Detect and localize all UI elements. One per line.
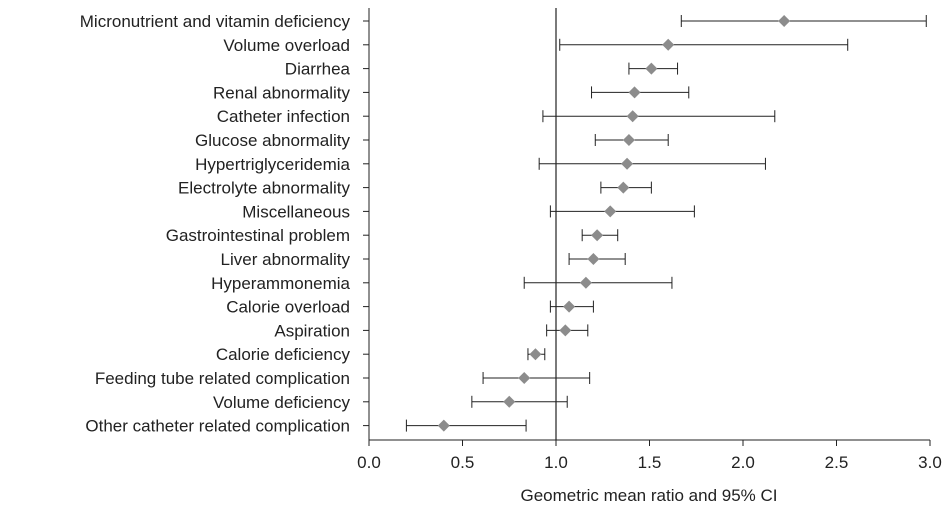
estimate-marker (645, 62, 658, 75)
row-label: Calorie deficiency (216, 345, 351, 364)
estimate-marker (591, 229, 604, 242)
estimate-marker (559, 324, 572, 337)
x-tick-label: 2.0 (731, 453, 755, 472)
estimate-marker (437, 419, 450, 432)
estimate-marker (626, 110, 639, 123)
x-axis-title: Geometric mean ratio and 95% CI (520, 486, 777, 505)
estimate-marker (662, 38, 675, 51)
row-label: Gastrointestinal problem (166, 226, 350, 245)
estimate-marker (617, 181, 630, 194)
row-label: Miscellaneous (242, 202, 350, 221)
row-label: Liver abnormality (221, 250, 351, 269)
x-tick-label: 0.0 (357, 453, 381, 472)
x-tick-label: 1.5 (638, 453, 662, 472)
x-tick-label: 3.0 (918, 453, 942, 472)
row-label: Renal abnormality (213, 83, 351, 102)
row-label: Hypertriglyceridemia (195, 155, 350, 174)
row-label: Calorie overload (226, 298, 350, 317)
row-label: Micronutrient and vitamin deficiency (80, 12, 351, 31)
estimate-marker (628, 86, 641, 99)
row-label: Aspiration (274, 321, 350, 340)
estimate-marker (604, 205, 617, 218)
x-tick-label: 2.5 (825, 453, 849, 472)
estimate-marker (518, 372, 531, 384)
row-label: Diarrhea (285, 60, 351, 79)
estimate-marker (579, 276, 592, 289)
estimate-marker (563, 300, 576, 313)
x-axis: 0.0 0.5 1.0 1.5 2.0 2.5 3.0 (357, 8, 942, 472)
row-label: Electrolyte abnormality (178, 179, 350, 198)
estimate-marker (622, 134, 635, 146)
estimate-marker (529, 348, 542, 361)
row-label: Other catheter related complication (85, 417, 350, 436)
estimate-marker (587, 253, 600, 265)
estimate-marker (621, 157, 634, 170)
row-label: Volume overload (223, 36, 350, 55)
rows-layer: Micronutrient and vitamin deficiency Volu… (80, 12, 927, 436)
row-label: Catheter infection (217, 107, 350, 126)
estimate-marker (778, 15, 791, 27)
row-label: Volume deficiency (213, 393, 351, 412)
x-tick-label: 0.5 (451, 453, 475, 472)
estimate-marker (503, 395, 516, 408)
row-label: Hyperammonemia (211, 274, 350, 293)
row-label: Feeding tube related complication (95, 369, 350, 388)
x-tick-label: 1.0 (544, 453, 568, 472)
row-label: Glucose abnormality (195, 131, 350, 150)
